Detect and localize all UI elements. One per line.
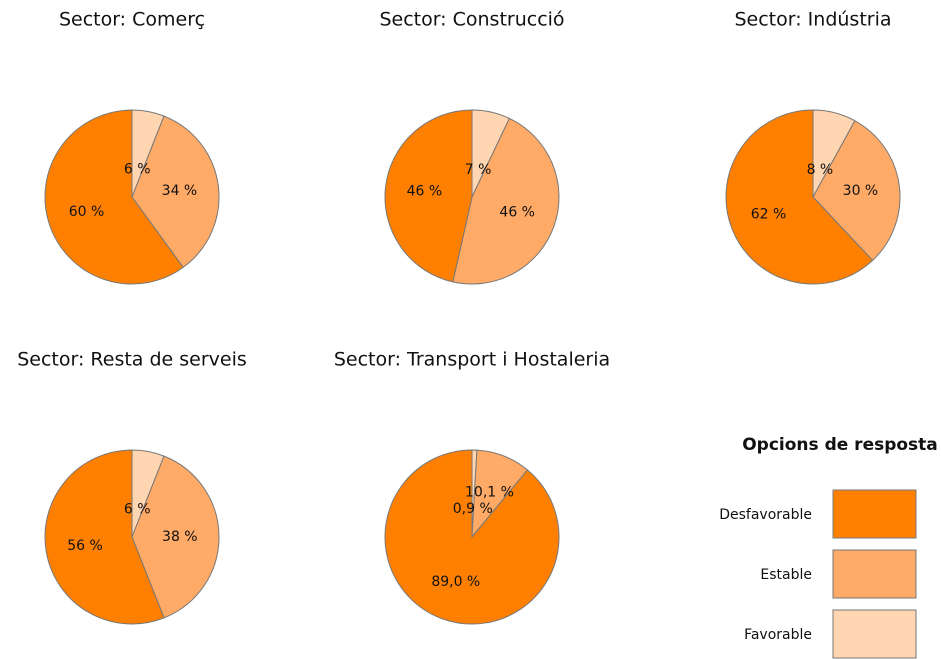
legend-swatch [832,609,917,659]
legend-label: Favorable [744,627,812,643]
value-label: 56 % [67,538,103,554]
chart-title: Sector: Comerç [59,9,205,31]
value-label: 6 % [124,162,151,178]
value-label: 46 % [407,184,443,200]
value-label: 62 % [751,207,787,223]
value-label: 6 % [124,502,151,518]
pie-slice [725,109,874,285]
value-label: 8 % [807,162,834,178]
pie-slice [812,120,901,262]
value-label: 30 % [843,183,879,199]
chart-title: Sector: Construcció [379,9,564,31]
legend-title: Opcions de resposta [742,435,938,455]
value-label: 46 % [499,205,535,221]
value-label: 10,1 % [465,484,514,500]
pie-slice [131,115,220,269]
pie-slice [384,449,560,625]
legend-swatch [832,549,917,599]
legend-label: Estable [760,567,812,583]
value-label: 38 % [162,529,198,545]
value-label: 89,0 % [431,574,480,590]
value-label: 7 % [465,162,492,178]
chart-title: Sector: Transport i Hostaleria [334,349,610,371]
legend-swatch [832,489,917,539]
value-label: 60 % [69,204,105,220]
chart-title: Sector: Indústria [734,9,891,31]
pie-slice [131,455,220,619]
pie-slice [452,117,560,285]
pie-slice [44,449,165,625]
pie-slice [384,109,473,283]
chart-title: Sector: Resta de serveis [17,349,247,371]
value-label: 0,9 % [453,501,493,517]
pie-slice [44,109,184,285]
value-label: 34 % [162,183,198,199]
legend-label: Desfavorable [719,507,812,523]
